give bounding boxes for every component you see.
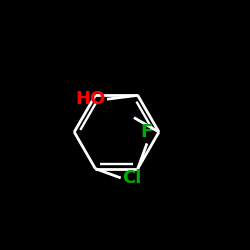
Text: Cl: Cl [122,169,141,187]
Text: HO: HO [76,90,106,108]
Text: F: F [141,124,153,142]
